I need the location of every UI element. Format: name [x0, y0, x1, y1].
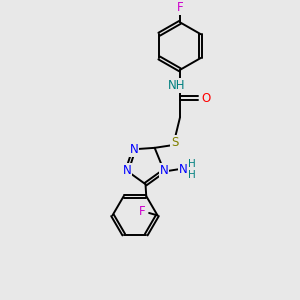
Text: N: N [123, 164, 131, 177]
Text: H: H [188, 170, 196, 180]
Text: N: N [179, 163, 188, 176]
Text: F: F [177, 1, 183, 14]
Text: H: H [188, 159, 196, 169]
Text: NH: NH [168, 79, 185, 92]
Text: S: S [171, 136, 178, 149]
Text: F: F [139, 205, 146, 218]
Text: N: N [130, 143, 138, 156]
Text: O: O [201, 92, 210, 105]
Text: N: N [160, 164, 168, 177]
